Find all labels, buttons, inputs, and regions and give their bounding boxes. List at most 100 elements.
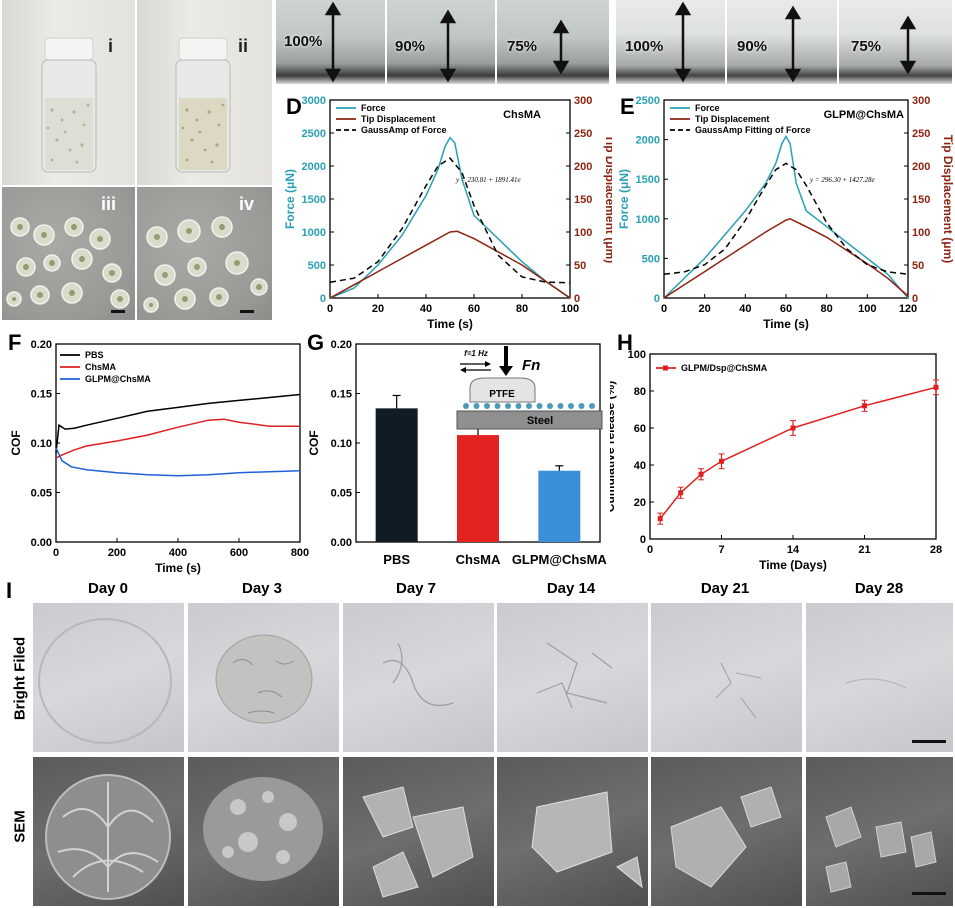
x-tick-label: 400	[169, 547, 187, 559]
y-tick-label: 0.05	[31, 488, 52, 500]
lubricant-dot	[568, 403, 574, 409]
y2-axis-label: Tip Displacement (μm)	[941, 135, 955, 263]
legend-label: ChsMA	[85, 362, 116, 372]
y-tick-label: 0.20	[31, 339, 52, 351]
scale-bar	[111, 310, 125, 313]
x-tick-label: 60	[468, 303, 480, 315]
panel-label-e: E	[620, 94, 635, 119]
y-tick-label: 500	[308, 260, 326, 272]
y2-tick-label: 200	[574, 161, 592, 173]
ptfe-block	[469, 377, 536, 403]
chart-f: 0 200 400 600 800 0.00 0.05 0.10 0.15 0.20 Time (s…	[9, 339, 309, 575]
vial-photo-i	[2, 0, 135, 185]
microscopy-photo-iii	[2, 187, 135, 320]
plot-frame	[649, 353, 937, 540]
microsphere-illustration	[6, 217, 130, 309]
y2-tick-label: 0	[912, 293, 918, 305]
y-tick-label: 0	[654, 293, 660, 305]
y-tick-label: 3000	[302, 95, 326, 107]
legend-label: Force	[695, 103, 720, 113]
frequency-label: f=1 Hz	[464, 349, 488, 358]
x-axis-label: Time (Days)	[759, 558, 827, 572]
y-tick-label: 0.10	[331, 438, 352, 450]
panel-label-g: G	[307, 330, 325, 355]
x-tick-label: 120	[899, 303, 917, 315]
y2-tick-label: 100	[574, 227, 592, 239]
x-tick-label: 0	[327, 303, 333, 315]
y-tick-label: 1000	[636, 214, 660, 226]
series-line	[663, 217, 909, 299]
lubricant-dot	[515, 403, 522, 409]
lubricant-dot	[505, 403, 511, 409]
y2-tick-label: 50	[912, 260, 924, 272]
vial-photo-ii	[137, 0, 272, 185]
y-tick-label: 1000	[302, 227, 326, 239]
series-line	[55, 447, 301, 477]
series-line	[659, 386, 937, 520]
data-point	[862, 403, 867, 409]
y-tick-label: 0.15	[31, 389, 52, 401]
ptfe-label: PTFE	[489, 389, 515, 400]
y2-tick-label: 300	[574, 95, 592, 107]
lubricant-dot	[494, 403, 501, 409]
x-tick-label: 200	[108, 547, 126, 559]
y-tick-label: 2500	[302, 128, 326, 140]
chart-h: 0 7 14 21 28 0 20 40 60 80 100 Time (Days) Cumulativ…	[610, 349, 942, 572]
x-tick-label: 80	[516, 303, 528, 315]
lubricant-dot	[578, 403, 585, 409]
y-tick-label: 0.00	[31, 537, 52, 549]
steel-label: Steel	[527, 415, 553, 427]
sublabel-ii: ii	[238, 36, 249, 56]
y-tick-label: 500	[642, 253, 660, 265]
x-tick-label: 600	[230, 547, 248, 559]
y-tick-label: 0.20	[331, 339, 352, 351]
x-tick-label: 60	[780, 303, 792, 315]
fit-equation: y = 230.81 + 1891.41e	[455, 176, 521, 184]
compression-label: 75%	[851, 38, 882, 55]
y2-axis-label: Tip Displacement (μm)	[603, 135, 612, 263]
sublabel-i: i	[108, 36, 114, 56]
series-line	[329, 230, 571, 299]
data-point	[719, 458, 724, 464]
day-label: Day 7	[395, 580, 437, 597]
bright-field-day-21	[651, 603, 802, 752]
data-point	[698, 471, 704, 477]
x-tick-label: 20	[699, 303, 711, 315]
series-line	[663, 162, 909, 275]
legend-label: Force	[361, 103, 386, 113]
sem-day-14	[497, 757, 648, 906]
lubricant-dot	[589, 403, 595, 409]
day-label: Day 0	[87, 580, 129, 597]
steel-plate	[456, 410, 603, 430]
y-tick-label: 1500	[636, 174, 660, 186]
y-tick-label: 100	[628, 349, 646, 361]
legend-label: Tip Displacement	[695, 114, 769, 124]
x-tick-label: 0	[647, 544, 653, 556]
x-tick-label: 100	[858, 303, 876, 315]
legend-label: Tip Displacement	[361, 114, 435, 124]
compression-label: 100%	[284, 33, 323, 50]
y-axis-label: COF	[307, 430, 321, 455]
legend-label: GLPM/Dsp@ChSMA	[681, 363, 768, 373]
bright-field-day-14	[497, 603, 648, 752]
legend-marker	[663, 365, 668, 371]
vial-illustration	[41, 37, 97, 173]
y-tick-label: 0.05	[331, 488, 352, 500]
day-label: Day 28	[854, 580, 904, 597]
chart-annotation: ChsMA	[503, 109, 541, 121]
compression-arrows	[324, 0, 570, 84]
series-line	[329, 157, 571, 284]
day-label: Day 21	[700, 580, 750, 597]
data-point	[657, 516, 663, 522]
y-axis-label: COF	[9, 430, 23, 455]
sem-day-3	[188, 757, 339, 906]
bar	[538, 470, 581, 542]
y-tick-label: 0.15	[331, 389, 352, 401]
y-tick-label: 1500	[302, 194, 326, 206]
microsphere-illustration	[143, 216, 268, 313]
y-tick-label: 0	[640, 534, 646, 546]
y2-tick-label: 200	[912, 161, 930, 173]
series-line	[329, 136, 571, 299]
x-tick-label: 40	[420, 303, 432, 315]
force-arrowhead	[499, 366, 513, 376]
